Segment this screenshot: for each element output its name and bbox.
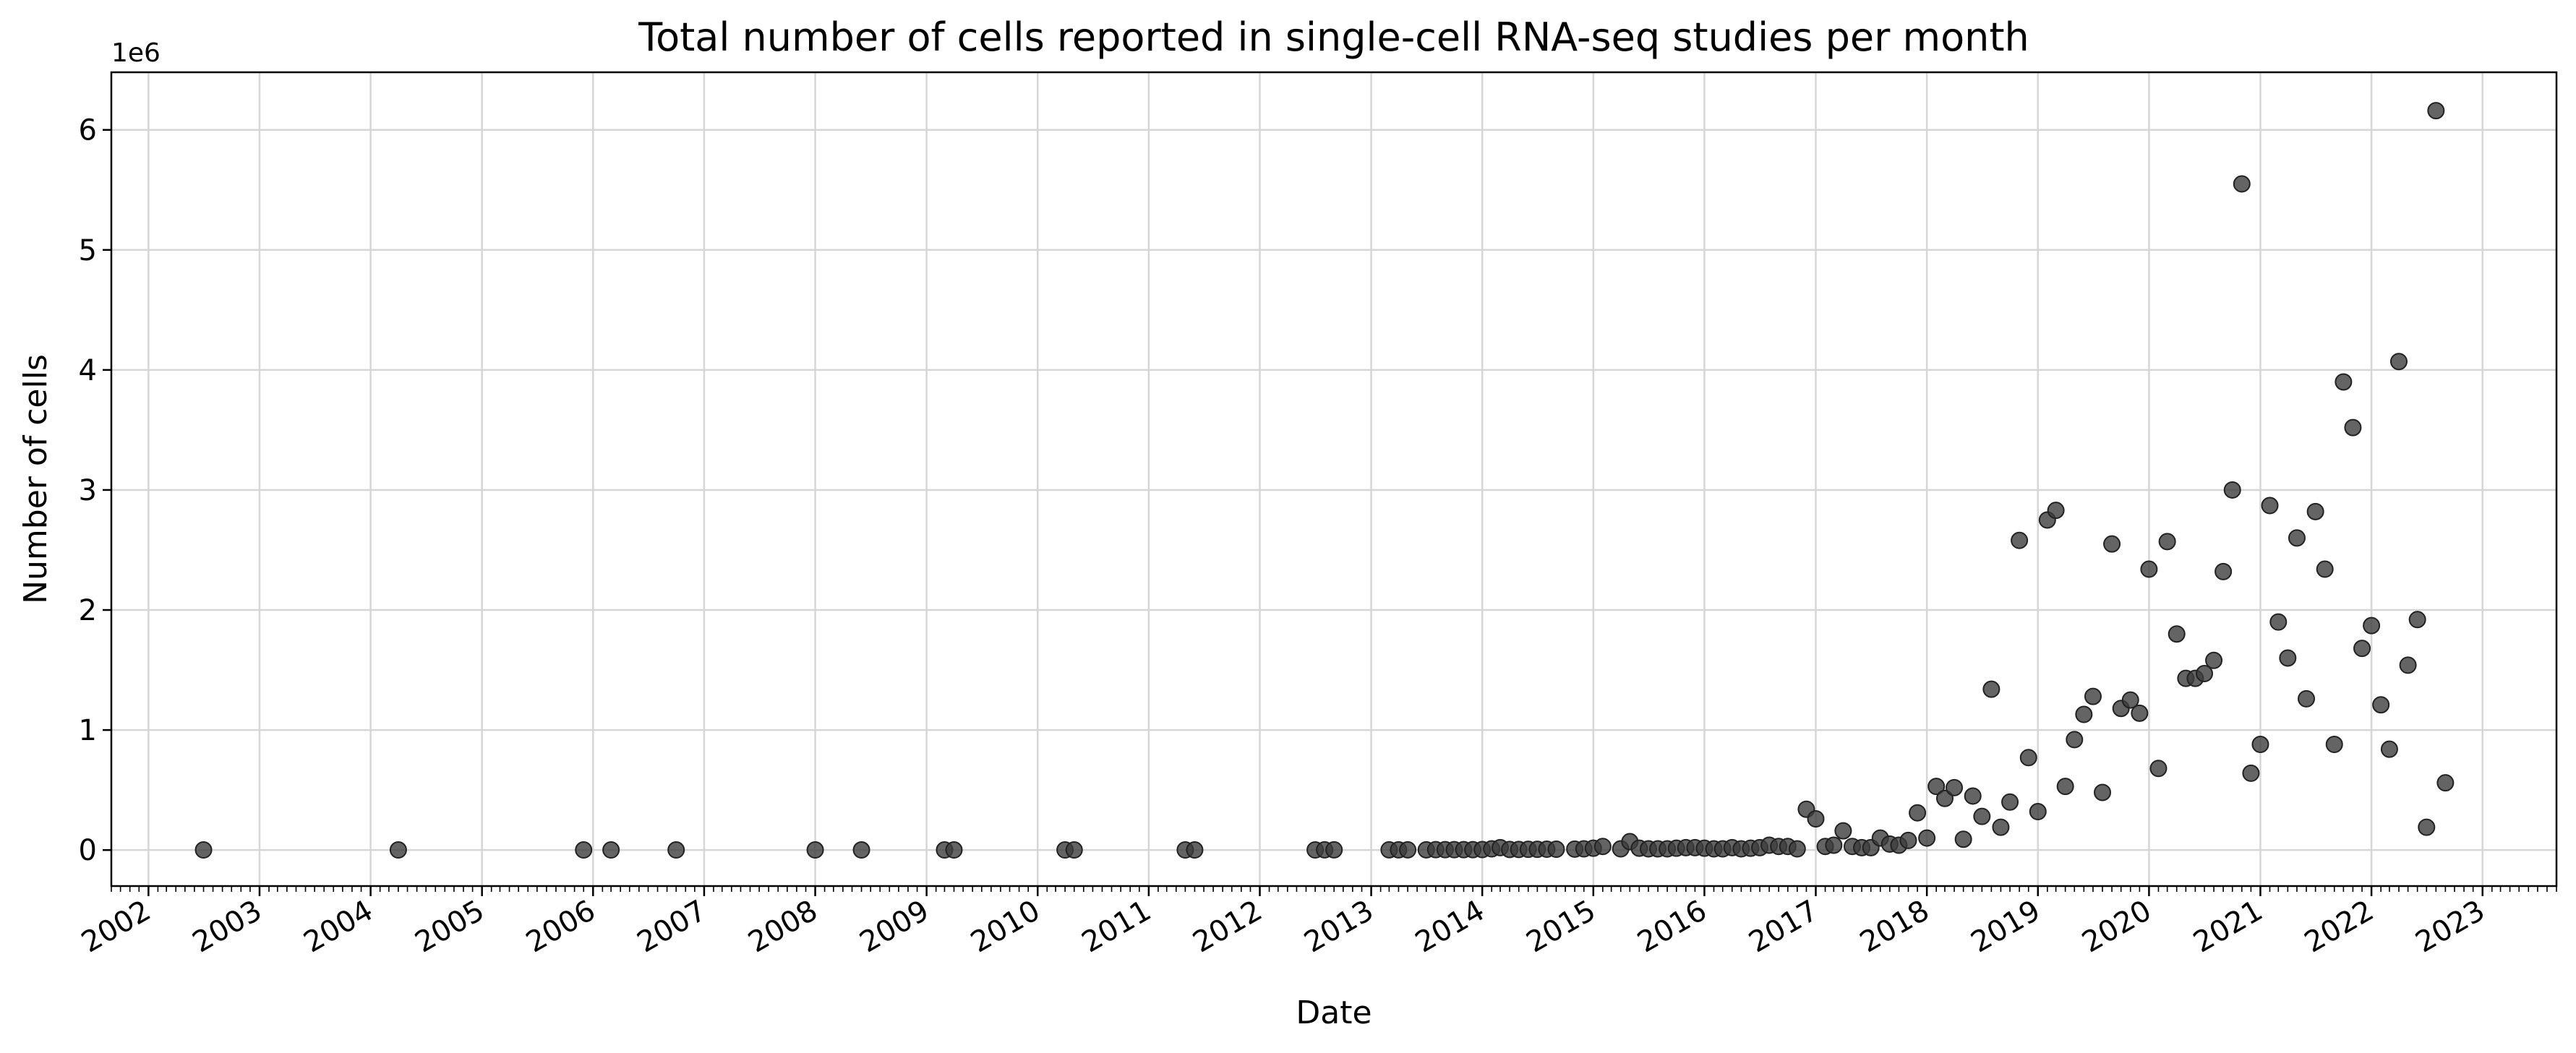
data-point — [2131, 704, 2149, 722]
data-point — [2047, 502, 2065, 520]
data-point — [1825, 836, 1843, 854]
data-point — [1909, 804, 1927, 822]
data-point — [1992, 818, 2010, 836]
y-offset-label: 1e6 — [111, 38, 161, 68]
y-axis-label: Number of cells — [17, 354, 54, 604]
data-point — [1964, 787, 1982, 805]
y-tick-label: 1 — [79, 714, 97, 747]
data-point — [2223, 481, 2241, 499]
data-point — [852, 841, 870, 859]
data-point — [2121, 691, 2139, 709]
data-point — [2269, 613, 2288, 631]
x-axis-label: Date — [1296, 994, 1372, 1031]
data-point — [2056, 778, 2074, 796]
data-point — [2084, 687, 2102, 705]
data-point — [2298, 689, 2316, 708]
y-tick-label: 0 — [79, 834, 97, 867]
data-point — [1834, 822, 1852, 840]
data-points — [194, 102, 2455, 859]
data-point — [2389, 353, 2408, 371]
data-point — [2408, 611, 2426, 629]
data-point — [2325, 736, 2343, 754]
data-point — [602, 841, 620, 859]
data-point — [2399, 656, 2417, 674]
data-point — [1935, 789, 1954, 807]
data-point — [2103, 535, 2121, 553]
data-point — [2288, 529, 2306, 547]
data-point — [2158, 533, 2176, 551]
grid — [111, 72, 2556, 886]
data-point — [2001, 793, 2019, 811]
data-point — [2418, 818, 2436, 836]
data-point — [575, 841, 593, 859]
data-point — [2242, 764, 2260, 782]
data-point — [1399, 841, 1417, 859]
data-point — [1954, 830, 1972, 848]
data-point — [667, 841, 685, 859]
data-point — [2380, 740, 2398, 758]
data-point — [1547, 841, 1565, 859]
data-point — [1927, 778, 1946, 796]
data-point — [2140, 560, 2158, 578]
data-point — [2344, 418, 2362, 437]
data-point — [2316, 560, 2334, 578]
data-point — [806, 841, 824, 859]
y-tick-label: 3 — [79, 474, 97, 507]
data-point — [194, 841, 213, 859]
data-point — [2168, 625, 2186, 643]
data-point — [2066, 731, 2084, 749]
data-point — [2094, 783, 2112, 801]
data-point — [1973, 807, 1991, 825]
data-point — [2261, 497, 2279, 515]
data-point — [2427, 102, 2445, 120]
data-point — [1807, 809, 1825, 828]
data-point — [2011, 531, 2029, 549]
data-point — [1946, 778, 1964, 796]
data-point — [2372, 696, 2390, 714]
data-point — [389, 841, 407, 859]
data-point — [1186, 841, 1204, 859]
data-point — [2075, 705, 2093, 723]
data-point — [1065, 841, 1083, 859]
y-tick-label: 2 — [79, 594, 97, 627]
data-point — [2436, 774, 2455, 792]
data-point — [2196, 665, 2214, 683]
data-point — [2306, 502, 2324, 520]
y-tick-label: 5 — [79, 234, 97, 267]
y-tick-label: 4 — [79, 354, 97, 387]
data-point — [1325, 841, 1343, 859]
data-point — [2205, 651, 2223, 669]
data-point — [2233, 175, 2251, 193]
y-tick-label: 6 — [79, 114, 97, 147]
data-point — [2149, 760, 2168, 778]
data-point — [1788, 840, 1806, 858]
chart-title: Total number of cells reported in single… — [638, 14, 2029, 60]
data-point — [2251, 736, 2269, 754]
data-point — [2335, 373, 2353, 391]
data-point — [1593, 838, 1612, 856]
data-point — [2019, 749, 2037, 767]
data-point — [945, 841, 963, 859]
data-point — [1899, 831, 1917, 849]
data-point — [1982, 680, 2001, 698]
data-point — [2363, 616, 2381, 635]
data-point — [2029, 803, 2047, 821]
data-point — [2279, 649, 2297, 667]
data-point — [2215, 562, 2233, 580]
data-point — [1918, 829, 1936, 847]
data-point — [2353, 640, 2371, 658]
